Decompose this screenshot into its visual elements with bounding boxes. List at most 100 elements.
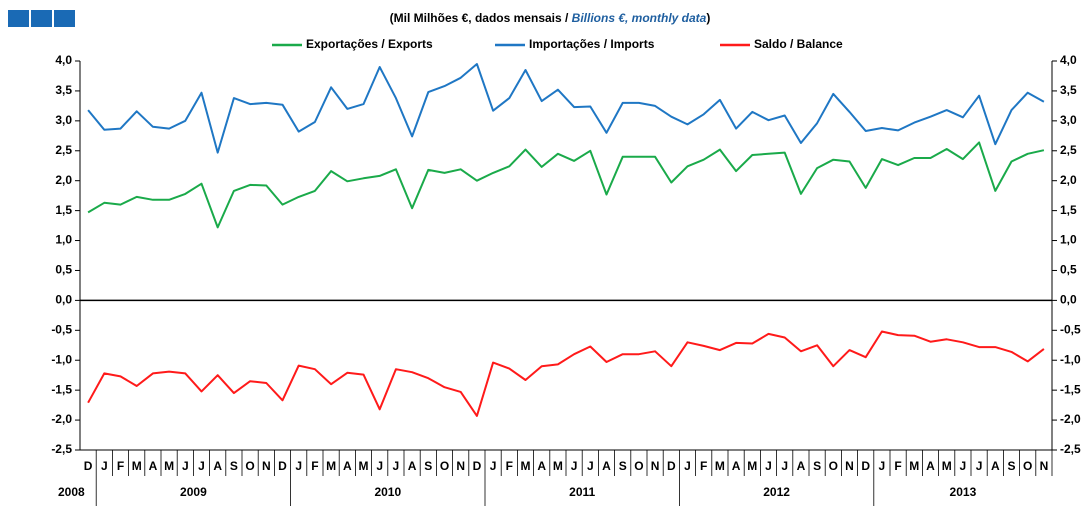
chart-title: (Mil Milhões €, dados mensais / Billions… — [390, 11, 711, 25]
x-tick-label: J — [587, 459, 594, 473]
legend-label: Exportações / Exports — [306, 37, 433, 51]
y2-tick-label: -1,5 — [1060, 382, 1081, 396]
y2-tick-label: 1,0 — [1060, 233, 1077, 247]
x-tick-label: J — [781, 459, 788, 473]
year-label: 2009 — [180, 485, 207, 499]
x-tick-label: D — [473, 459, 482, 473]
x-tick-label: O — [1023, 459, 1032, 473]
series-line — [87, 63, 1045, 154]
y-tick-label: 3,0 — [55, 113, 72, 127]
series-line — [87, 141, 1045, 229]
legend-label: Saldo / Balance — [754, 37, 843, 51]
y-tick-label: -2,5 — [51, 442, 72, 456]
x-tick-label: F — [311, 459, 318, 473]
x-tick-label: A — [797, 459, 806, 473]
x-tick-label: J — [198, 459, 205, 473]
x-tick-label: J — [182, 459, 189, 473]
x-tick-label: M — [942, 459, 952, 473]
x-tick-label: A — [926, 459, 935, 473]
x-tick-label: J — [960, 459, 967, 473]
x-tick-label: S — [230, 459, 238, 473]
x-tick-label: O — [634, 459, 643, 473]
x-tick-label: F — [894, 459, 901, 473]
x-tick-label: S — [424, 459, 432, 473]
y2-tick-label: 2,0 — [1060, 173, 1077, 187]
x-tick-label: A — [343, 459, 352, 473]
x-tick-label: N — [845, 459, 854, 473]
x-tick-label: S — [813, 459, 821, 473]
y2-tick-label: -0,5 — [1060, 322, 1081, 336]
x-tick-label: J — [976, 459, 983, 473]
logo-block — [54, 10, 75, 27]
x-tick-label: F — [117, 459, 124, 473]
x-tick-label: M — [326, 459, 336, 473]
x-tick-label: J — [490, 459, 497, 473]
title-en: Billions €, monthly data — [572, 11, 707, 25]
y2-tick-label: -2,0 — [1060, 412, 1081, 426]
y-tick-label: 2,0 — [55, 173, 72, 187]
x-tick-label: A — [991, 459, 1000, 473]
x-tick-label: A — [732, 459, 741, 473]
y-tick-label: 0,5 — [55, 263, 72, 277]
x-tick-label: J — [879, 459, 886, 473]
x-tick-label: D — [861, 459, 870, 473]
x-tick-label: O — [245, 459, 254, 473]
year-label: 2010 — [374, 485, 401, 499]
y-tick-label: 4,0 — [55, 53, 72, 67]
x-tick-label: N — [456, 459, 465, 473]
y2-tick-label: 3,0 — [1060, 113, 1077, 127]
title-end: ) — [706, 11, 710, 25]
x-tick-label: M — [521, 459, 531, 473]
x-tick-label: A — [149, 459, 158, 473]
x-tick-label: J — [393, 459, 400, 473]
series-line — [87, 330, 1045, 417]
legend-label: Importações / Imports — [529, 37, 655, 51]
y-tick-label: -0,5 — [51, 322, 72, 336]
year-label: 2008 — [58, 485, 85, 499]
x-tick-label: M — [747, 459, 757, 473]
x-tick-label: D — [667, 459, 676, 473]
x-tick-label: A — [602, 459, 611, 473]
x-tick-label: S — [1007, 459, 1015, 473]
y-tick-label: 0,0 — [55, 293, 72, 307]
x-tick-label: A — [408, 459, 417, 473]
y2-tick-label: 0,5 — [1060, 263, 1077, 277]
year-label: 2013 — [950, 485, 977, 499]
y2-tick-label: 0,0 — [1060, 293, 1077, 307]
y2-tick-label: -1,0 — [1060, 352, 1081, 366]
logo-block — [8, 10, 29, 27]
year-label: 2012 — [763, 485, 790, 499]
logo-block — [31, 10, 52, 27]
x-tick-label: F — [700, 459, 707, 473]
x-tick-label: N — [1040, 459, 1049, 473]
y2-tick-label: -2,5 — [1060, 442, 1081, 456]
x-tick-label: M — [132, 459, 142, 473]
y-tick-label: -2,0 — [51, 412, 72, 426]
x-tick-label: D — [278, 459, 287, 473]
x-tick-label: J — [765, 459, 772, 473]
y2-tick-label: 2,5 — [1060, 143, 1077, 157]
x-tick-label: S — [619, 459, 627, 473]
x-tick-label: D — [84, 459, 93, 473]
x-tick-label: A — [213, 459, 222, 473]
x-tick-label: M — [715, 459, 725, 473]
x-tick-label: A — [537, 459, 546, 473]
x-tick-label: J — [295, 459, 302, 473]
y-tick-label: 3,5 — [55, 83, 72, 97]
x-tick-label: O — [440, 459, 449, 473]
x-tick-label: N — [262, 459, 271, 473]
x-tick-label: M — [164, 459, 174, 473]
y2-tick-label: 1,5 — [1060, 203, 1077, 217]
x-tick-label: O — [829, 459, 838, 473]
x-tick-label: J — [101, 459, 108, 473]
x-tick-label: M — [909, 459, 919, 473]
x-tick-label: F — [506, 459, 513, 473]
x-tick-label: M — [553, 459, 563, 473]
y2-tick-label: 3,5 — [1060, 83, 1077, 97]
x-tick-label: J — [376, 459, 383, 473]
year-label: 2011 — [569, 485, 595, 499]
y-tick-label: 2,5 — [55, 143, 72, 157]
y-tick-label: -1,0 — [51, 352, 72, 366]
